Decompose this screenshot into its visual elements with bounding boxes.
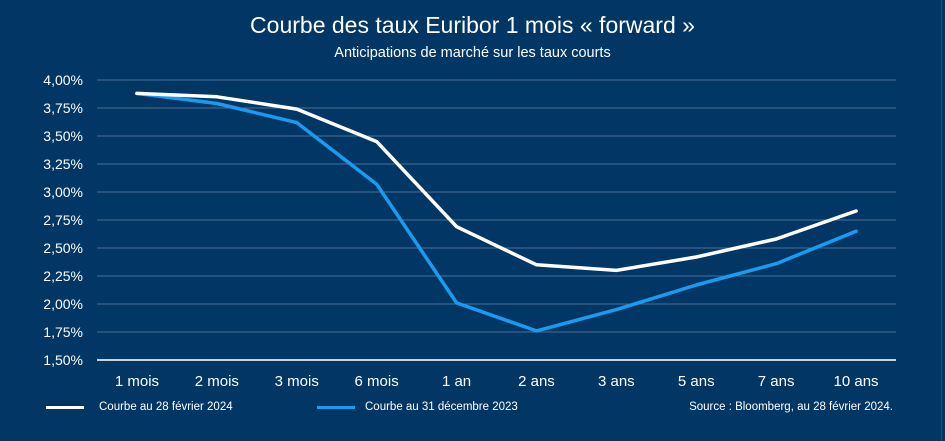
x-tick-label: 3 ans [598, 373, 635, 390]
source-note: Source : Bloomberg, au 28 février 2024. [689, 401, 893, 413]
x-tick-label: 7 ans [758, 373, 795, 390]
x-tick-label: 6 mois [355, 373, 399, 390]
legend-swatch-dec-2023 [317, 406, 355, 409]
gridlines [97, 79, 896, 361]
x-tick-label: 5 ans [678, 373, 715, 390]
x-tick-label: 2 mois [195, 373, 239, 390]
y-tick-label: 2,00% [43, 296, 83, 312]
x-tick-label: 3 mois [275, 373, 319, 390]
y-tick-label: 3,00% [43, 184, 83, 200]
y-tick-label: 3,75% [43, 100, 83, 116]
y-tick-label: 2,50% [43, 240, 83, 256]
y-tick-label: 4,00% [43, 72, 83, 88]
y-tick-label: 1,50% [43, 352, 83, 368]
y-tick-label: 2,75% [43, 212, 83, 228]
y-tick-label: 3,50% [43, 128, 83, 144]
y-tick-label: 2,25% [43, 268, 83, 284]
series-line-0 [135, 91, 858, 273]
chart-title: Courbe des taux Euribor 1 mois « forward… [250, 12, 695, 38]
x-tick-label: 1 an [442, 373, 471, 390]
chart-subtitle: Anticipations de marché sur les taux cou… [334, 45, 611, 61]
legend-label-feb-2024: Courbe au 28 février 2024 [99, 401, 233, 413]
series-lines [135, 91, 858, 333]
x-axis-ticks: 1 mois 2 mois 3 mois 6 mois 1 an 2 ans 3 ans 5 … [115, 373, 879, 390]
series-line-1 [135, 91, 858, 333]
x-tick-label: 2 ans [518, 373, 555, 390]
y-axis-ticks: 1,50% 1,75% 2,00% 2,25% 2,50% 2,75% 3,00% 3,25%… [43, 72, 83, 368]
x-tick-label: 1 mois [115, 373, 159, 390]
legend-label-dec-2023: Courbe au 31 décembre 2023 [365, 401, 518, 413]
legend-swatch-feb-2024 [46, 406, 84, 409]
y-tick-label: 3,25% [43, 156, 83, 172]
y-tick-label: 1,75% [43, 324, 83, 340]
x-tick-label: 10 ans [834, 373, 879, 390]
